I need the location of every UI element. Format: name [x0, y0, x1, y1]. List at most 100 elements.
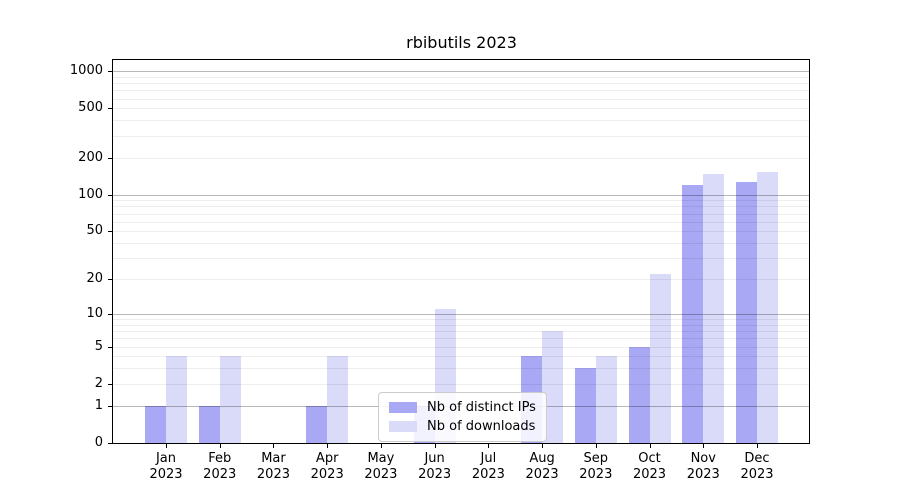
bar-distinct-ips — [574, 368, 596, 443]
gridline-minor — [113, 108, 809, 110]
x-tick-label: Jun 2023 — [405, 451, 465, 483]
gridline-minor — [113, 258, 809, 260]
x-tick-month: Jun — [424, 451, 445, 466]
bar-distinct-ips — [198, 405, 220, 443]
x-tick-year: 2023 — [579, 467, 613, 482]
bar-downloads — [542, 331, 564, 443]
x-tick-label: Feb 2023 — [190, 451, 250, 483]
x-tick-mark — [434, 444, 436, 448]
gridline-minor — [113, 356, 809, 358]
x-tick-month: Feb — [208, 451, 232, 466]
x-tick-mark — [703, 444, 705, 448]
x-tick-month: Dec — [744, 451, 770, 466]
x-tick-month: Jan — [155, 451, 177, 466]
gridline-minor — [113, 331, 809, 333]
y-tick-label: 100 — [78, 186, 103, 202]
y-tick-label: 5 — [94, 338, 103, 354]
y-tick-mark — [108, 346, 112, 348]
gridline-minor — [113, 324, 809, 326]
y-tick-mark — [108, 313, 112, 315]
y-tick-mark — [108, 194, 112, 196]
legend-entry: Nb of downloads — [389, 417, 536, 436]
x-tick-year: 2023 — [740, 467, 774, 482]
x-tick-label: Mar 2023 — [243, 451, 303, 483]
x-tick-label: Aug 2023 — [512, 451, 572, 483]
x-tick-year: 2023 — [632, 467, 667, 482]
bar-downloads — [166, 356, 187, 443]
gridline-minor — [113, 243, 809, 245]
y-tick-mark — [108, 279, 112, 281]
chart-title: rbibutils 2023 — [406, 33, 517, 52]
gridline-major — [113, 71, 809, 73]
bar-downloads — [703, 174, 725, 443]
x-tick-label: Apr 2023 — [297, 451, 357, 483]
bar-downloads — [756, 171, 778, 443]
x-tick-label: Jan 2023 — [136, 451, 196, 483]
x-tick-mark — [756, 444, 758, 448]
y-tick-label: 500 — [78, 100, 103, 116]
legend-label: Nb of downloads — [427, 419, 536, 434]
x-tick-label: Jul 2023 — [458, 451, 518, 483]
bar-distinct-ips — [735, 182, 757, 443]
x-tick-month: Jul — [480, 451, 497, 466]
x-tick-mark — [380, 444, 382, 448]
gridline-minor — [113, 98, 809, 100]
x-tick-mark — [219, 444, 221, 448]
gridline-minor — [113, 135, 809, 137]
x-tick-month: Sep — [583, 451, 609, 466]
x-tick-year: 2023 — [471, 467, 505, 482]
y-tick-label: 10 — [86, 305, 103, 321]
x-tick-label: May 2023 — [351, 451, 411, 483]
x-tick-month: Apr — [315, 451, 339, 466]
y-tick-mark — [108, 383, 112, 385]
bar-downloads — [219, 356, 241, 443]
gridline-minor — [113, 157, 809, 159]
bar-distinct-ips — [628, 346, 650, 443]
x-tick-label: Dec 2023 — [727, 451, 787, 483]
gridline-minor — [113, 90, 809, 92]
x-tick-mark — [595, 444, 597, 448]
gridline-minor — [113, 76, 809, 78]
gridline-major — [113, 194, 809, 196]
x-tick-year: 2023 — [203, 467, 237, 482]
x-tick-month: May — [367, 451, 395, 466]
bar-distinct-ips — [306, 405, 328, 443]
legend-entry: Nb of distinct IPs — [389, 398, 536, 417]
gridline-minor — [113, 83, 809, 85]
gridline-minor — [113, 221, 809, 223]
gridline-minor — [113, 319, 809, 321]
bar-downloads — [327, 356, 349, 443]
bar-downloads — [649, 274, 671, 443]
y-tick-label: 0 — [94, 435, 103, 450]
gridline-minor — [113, 368, 809, 370]
x-tick-year: 2023 — [256, 467, 290, 482]
gridline-minor — [113, 383, 809, 385]
x-tick-mark — [327, 444, 329, 448]
x-tick-year: 2023 — [364, 467, 398, 482]
x-tick-mark — [649, 444, 651, 448]
x-tick-year: 2023 — [310, 467, 344, 482]
bar-downloads — [595, 356, 617, 443]
gridline-minor — [113, 338, 809, 340]
gridline-minor — [113, 206, 809, 208]
y-tick-mark — [108, 157, 112, 159]
x-tick-month: Aug — [529, 451, 555, 466]
y-tick-mark — [108, 405, 112, 407]
gridline-minor — [113, 231, 809, 233]
x-tick-label: Oct 2023 — [620, 451, 680, 483]
y-tick-mark — [108, 231, 112, 233]
legend-swatch-distinct-ips — [389, 402, 417, 413]
x-tick-mark — [488, 444, 490, 448]
x-tick-month: Mar — [261, 451, 286, 466]
y-tick-mark — [108, 71, 112, 73]
plot-area — [112, 59, 810, 444]
y-tick-label: 1 — [94, 397, 103, 413]
y-tick-mark — [108, 108, 112, 110]
x-tick-label: Sep 2023 — [566, 451, 626, 483]
x-tick-year: 2023 — [525, 467, 559, 482]
x-tick-year: 2023 — [686, 467, 720, 482]
gridline-major — [113, 313, 809, 315]
y-tick-label: 2 — [94, 375, 103, 391]
x-tick-label: Nov 2023 — [673, 451, 733, 483]
